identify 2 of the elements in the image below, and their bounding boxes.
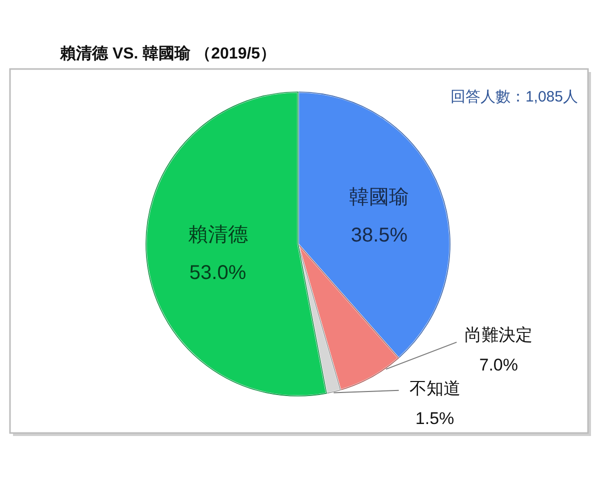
title: 賴清德 VS. 韓國瑜 （2019/5） [60,46,276,62]
annotation: 回答人數：1,085人 [450,88,578,106]
